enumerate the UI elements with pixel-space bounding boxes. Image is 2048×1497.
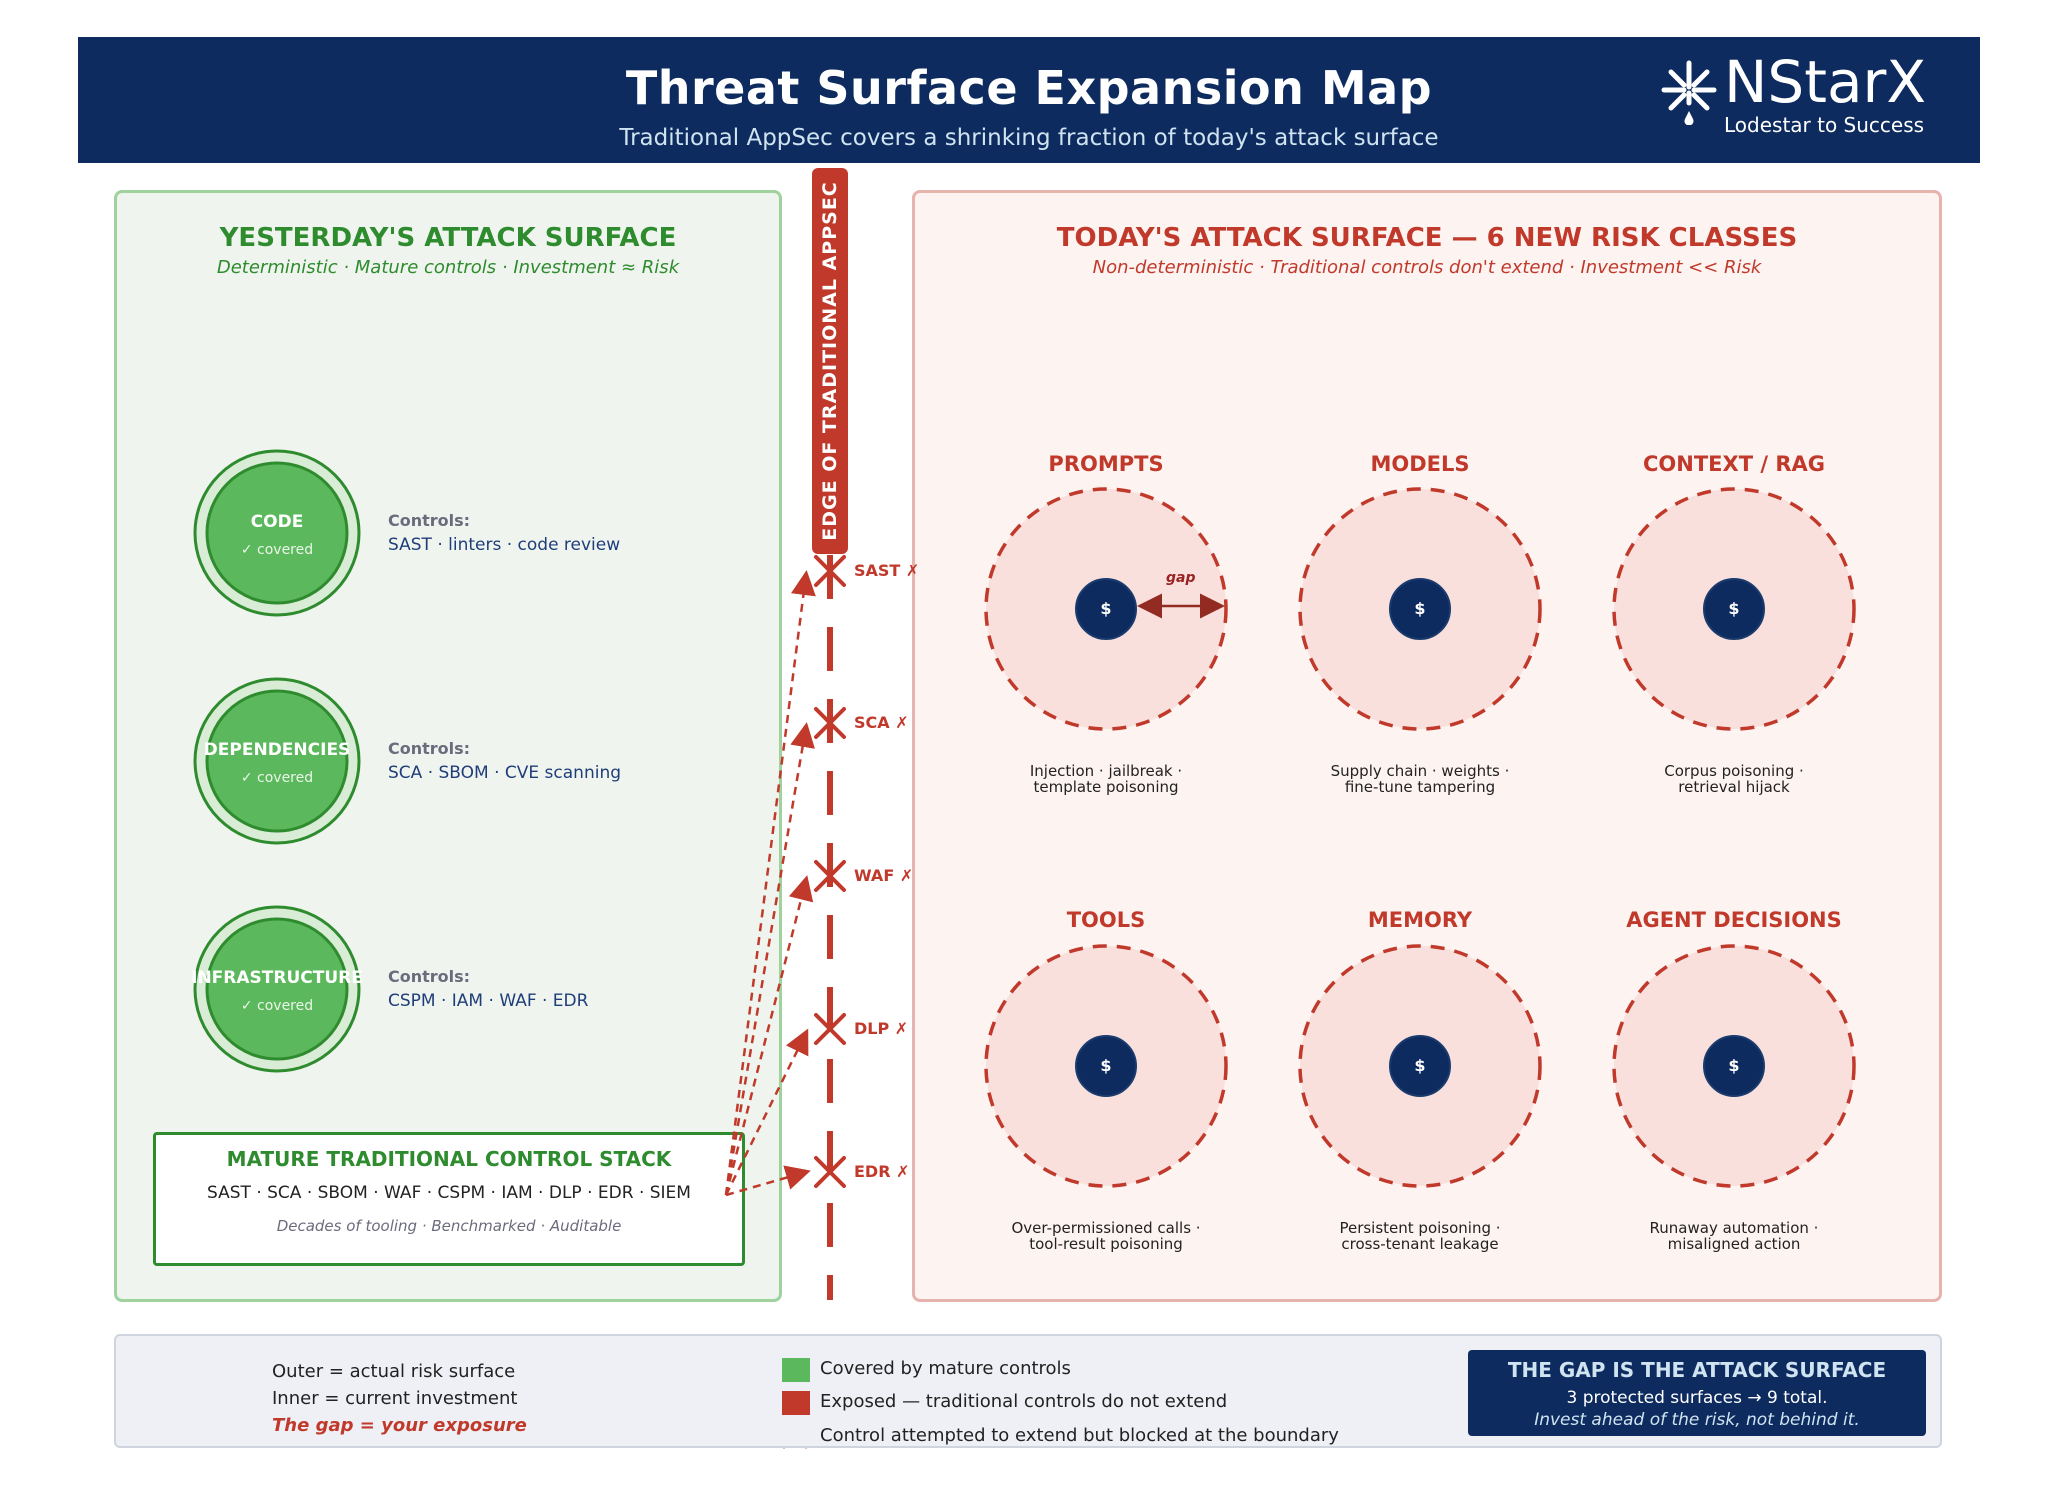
today-title: TODAY'S ATTACK SURFACE — 6 NEW RISK CLAS… bbox=[1056, 223, 1798, 253]
blocked-arrow bbox=[725, 1165, 811, 1197]
logo-wordmark: NStarX bbox=[1724, 48, 1927, 116]
surface-status: ✓ covered bbox=[240, 998, 314, 1014]
investment-dollar-icon: $ bbox=[1389, 1035, 1451, 1097]
risk-title: CONTEXT / RAG bbox=[1643, 452, 1825, 476]
surface-infrastructure-circle bbox=[193, 905, 361, 1073]
boundary-banner: EDGE OF TRADITIONAL APPSEC bbox=[812, 168, 848, 554]
logo-trademark: ™ bbox=[2018, 61, 2031, 76]
surface-status: ✓ covered bbox=[240, 770, 314, 786]
control-stack-list: SAST · SCA · SBOM · WAF · CSPM · IAM · D… bbox=[207, 1183, 691, 1203]
gap-callout-box: THE GAP IS THE ATTACK SURFACE 3 protecte… bbox=[1468, 1350, 1926, 1436]
legend-exposed-text: Exposed — traditional controls do not ex… bbox=[820, 1391, 1228, 1412]
blocked-arrow bbox=[724, 722, 815, 1196]
risk-description: Supply chain · weights · fine-tune tamper… bbox=[1330, 762, 1510, 796]
gap-callout-note: Invest ahead of the risk, not behind it. bbox=[1534, 1410, 1860, 1430]
controls-list: SCA · SBOM · CVE scanning bbox=[388, 763, 622, 783]
blocked-x-icon bbox=[814, 707, 846, 739]
investment-dollar-icon: $ bbox=[1703, 578, 1765, 640]
surface-name: CODE bbox=[250, 512, 304, 532]
risk-title: PROMPTS bbox=[1048, 452, 1164, 476]
blocked-arrow bbox=[724, 1028, 809, 1196]
risk-title: AGENT DECISIONS bbox=[1626, 908, 1842, 932]
control-stack-note: Decades of tooling · Benchmarked · Audit… bbox=[276, 1217, 622, 1235]
risk-description: Corpus poisoning · retrieval hijack bbox=[1664, 762, 1804, 796]
covered-swatch bbox=[782, 1358, 810, 1382]
legend-outer-text: Outer = actual risk surface bbox=[272, 1361, 516, 1382]
exposed-swatch bbox=[782, 1391, 810, 1415]
blocked-control-label: SCA ✗ bbox=[854, 713, 909, 732]
header-banner: Threat Surface Expansion Map Traditional… bbox=[78, 37, 2031, 163]
risk-description: Runaway automation · misaligned action bbox=[1649, 1219, 1819, 1253]
blocked-control-label: SAST ✗ bbox=[854, 561, 920, 580]
risk-description: Persistent poisoning · cross-tenant leaka… bbox=[1339, 1219, 1501, 1253]
yesterday-title: YESTERDAY'S ATTACK SURFACE bbox=[219, 223, 677, 253]
investment-dollar-icon: $ bbox=[1075, 578, 1137, 640]
blocked-x-icon bbox=[814, 1156, 846, 1188]
control-stack-box: MATURE TRADITIONAL CONTROL STACK SAST · … bbox=[153, 1132, 745, 1266]
risk-title: MEMORY bbox=[1367, 908, 1473, 932]
page-subtitle: Traditional AppSec covers a shrinking fr… bbox=[619, 125, 1439, 151]
controls-label: Controls: bbox=[388, 511, 471, 530]
gap-callout-line: 3 protected surfaces → 9 total. bbox=[1566, 1388, 1828, 1408]
blocked-arrow bbox=[724, 875, 814, 1196]
surface-name: DEPENDENCIES bbox=[203, 740, 351, 760]
controls-list: CSPM · IAM · WAF · EDR bbox=[388, 991, 589, 1011]
blocked-arrow bbox=[724, 570, 816, 1196]
controls-list: SAST · linters · code review bbox=[388, 535, 621, 555]
blocked-control-label: EDR ✗ bbox=[854, 1162, 910, 1181]
blocked-x-icon bbox=[814, 555, 846, 587]
controls-label: Controls: bbox=[388, 967, 471, 986]
yesterday-subtitle: Deterministic · Mature controls · Invest… bbox=[216, 257, 680, 278]
blocked-control-label: WAF ✗ bbox=[854, 866, 914, 885]
page-title: Threat Surface Expansion Map bbox=[625, 61, 1433, 115]
surface-name: INFRASTRUCTURE bbox=[191, 968, 363, 988]
blocked-x-icon bbox=[814, 1013, 846, 1045]
legend-covered-text: Covered by mature controls bbox=[820, 1358, 1071, 1379]
gap-label: gap bbox=[1166, 570, 1196, 586]
risk-title: TOOLS bbox=[1066, 908, 1146, 932]
legend-gap-text: The gap = your exposure bbox=[272, 1415, 527, 1436]
surface-dependencies-circle bbox=[193, 677, 361, 845]
blocked-control-label: DLP ✗ bbox=[854, 1019, 909, 1038]
surface-code-circle bbox=[193, 449, 361, 617]
risk-description: Over-permissioned calls · tool-result poi… bbox=[1011, 1219, 1201, 1253]
investment-dollar-icon: $ bbox=[1075, 1035, 1137, 1097]
control-stack-title: MATURE TRADITIONAL CONTROL STACK bbox=[226, 1147, 672, 1171]
gap-callout-title: THE GAP IS THE ATTACK SURFACE bbox=[1507, 1358, 1887, 1382]
legend-blocked-text: Control attempted to extend but blocked … bbox=[820, 1425, 1339, 1446]
investment-dollar-icon: $ bbox=[1703, 1035, 1765, 1097]
today-subtitle: Non-deterministic · Traditional controls… bbox=[1092, 257, 1762, 278]
surface-status: ✓ covered bbox=[240, 542, 314, 558]
logo-tagline: Lodestar to Success bbox=[1724, 113, 1925, 137]
legend-inner-text: Inner = current investment bbox=[272, 1388, 518, 1409]
risk-description: Injection · jailbreak · template poisonin… bbox=[1029, 762, 1183, 796]
investment-dollar-icon: $ bbox=[1389, 578, 1451, 640]
controls-label: Controls: bbox=[388, 739, 471, 758]
risk-title: MODELS bbox=[1370, 452, 1470, 476]
blocked-x-icon bbox=[814, 860, 846, 892]
boundary-label: EDGE OF TRADITIONAL APPSEC bbox=[819, 181, 841, 541]
nstarx-logo-icon bbox=[1661, 60, 1717, 125]
